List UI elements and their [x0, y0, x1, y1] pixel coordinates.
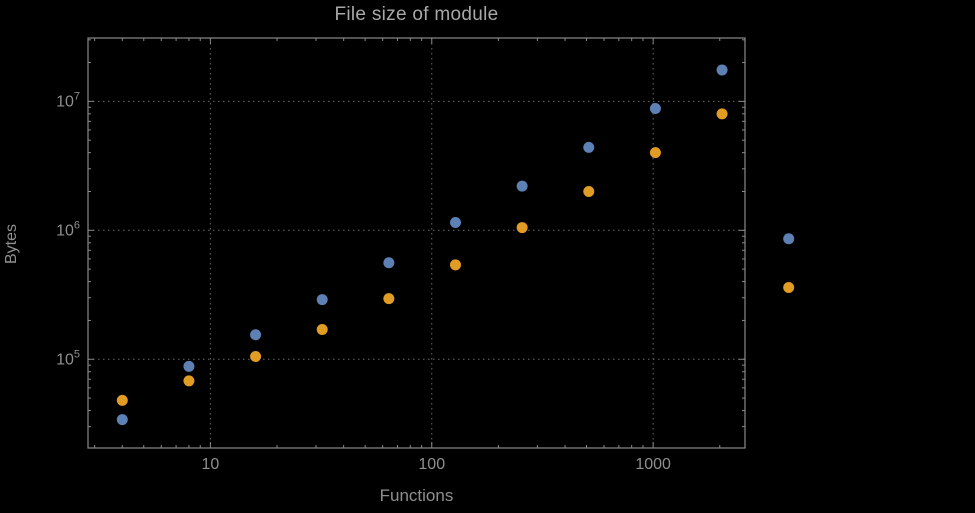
y-tick-label: 107: [56, 90, 80, 110]
data-point-orange-series: [783, 282, 795, 294]
data-point-blue-series: [183, 360, 195, 372]
x-tick-label: 10: [201, 456, 219, 473]
data-point-orange-series: [449, 259, 461, 271]
y-tick-label: 105: [56, 348, 80, 368]
data-point-orange-series: [183, 375, 195, 387]
data-point-blue-series: [250, 329, 262, 341]
data-point-orange-series: [516, 222, 528, 234]
y-tick-label: 106: [56, 219, 80, 239]
data-point-blue-series: [583, 141, 595, 153]
plot-frame: [87, 37, 746, 449]
data-point-orange-series: [250, 351, 262, 363]
data-point-blue-series: [783, 233, 795, 245]
data-point-blue-series: [716, 64, 728, 76]
data-point-blue-series: [516, 180, 528, 192]
x-tick-label: 100: [418, 456, 445, 473]
plot-title: File size of module: [334, 4, 499, 25]
data-point-orange-series: [383, 293, 395, 305]
data-point-blue-series: [649, 103, 661, 115]
data-point-orange-series: [716, 108, 728, 120]
data-point-orange-series: [316, 324, 328, 336]
data-point-blue-series: [383, 257, 395, 269]
data-point-orange-series: [583, 185, 595, 197]
x-tick-label: 1000: [635, 456, 671, 473]
data-point-orange-series: [116, 394, 128, 406]
data-point-blue-series: [449, 216, 461, 228]
x-axis-label: Functions: [379, 486, 454, 505]
data-point-blue-series: [116, 414, 128, 426]
data-point-orange-series: [649, 147, 661, 159]
data-point-blue-series: [316, 294, 328, 306]
